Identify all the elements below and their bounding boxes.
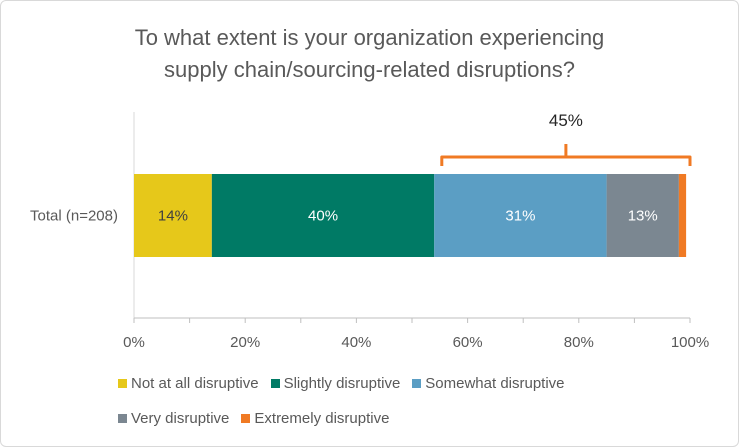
legend-label-somewhat-disruptive: Somewhat disruptive bbox=[425, 374, 565, 392]
legend-swatch-not-at-all-disruptive bbox=[118, 378, 127, 388]
legend-label-very-disruptive: Very disruptive bbox=[131, 409, 230, 427]
legend-item-not-at-all-disruptive: Not at all disruptive bbox=[118, 375, 259, 392]
x-tick-label: 100% bbox=[671, 334, 709, 351]
legend-label-not-at-all-disruptive: Not at all disruptive bbox=[131, 374, 259, 392]
legend-swatch-very-disruptive bbox=[118, 413, 127, 423]
legend-item-extremely-disruptive: Extremely disruptive bbox=[241, 410, 389, 427]
legend-swatch-somewhat-disruptive bbox=[412, 378, 422, 388]
legend-swatch-slightly-disruptive bbox=[270, 378, 280, 388]
legend-label-slightly-disruptive: Slightly disruptive bbox=[283, 374, 401, 392]
x-tick-label: 80% bbox=[564, 334, 594, 351]
data-label-not-at-all-disruptive: 14% bbox=[158, 208, 188, 225]
x-tick-label: 20% bbox=[230, 334, 260, 351]
bracket-label: 45% bbox=[549, 111, 583, 130]
data-label-very-disruptive: 13% bbox=[628, 208, 658, 225]
bar-segment-slightly-disruptive bbox=[211, 174, 435, 257]
chart-legend: Not at all disruptive Slightly disruptiv… bbox=[118, 372, 678, 442]
legend-item-very-disruptive: Very disruptive bbox=[118, 410, 229, 427]
category-label: Total (n=208) bbox=[30, 208, 118, 225]
x-tick-label: 0% bbox=[123, 334, 145, 351]
data-label-slightly-disruptive: 40% bbox=[308, 208, 338, 225]
x-tick-label: 60% bbox=[453, 334, 483, 351]
chart-title: To what extent is your organization expe… bbox=[0, 22, 739, 86]
bracket-annotation bbox=[440, 144, 692, 166]
data-label-somewhat-disruptive: 31% bbox=[505, 208, 535, 225]
legend-row-1: Not at all disruptive Slightly disruptiv… bbox=[118, 372, 678, 394]
chart-title-line-1: To what extent is your organization expe… bbox=[134, 25, 605, 50]
legend-row-2: Very disruptive Extremely disruptive bbox=[118, 407, 678, 429]
legend-swatch-extremely-disruptive bbox=[241, 413, 251, 423]
x-tick-label: 40% bbox=[341, 334, 371, 351]
legend-item-slightly-disruptive: Slightly disruptive bbox=[270, 374, 401, 392]
bar-segment-not-at-all-disruptive bbox=[134, 174, 212, 257]
chart-title-line-2: supply chain/sourcing-related disruption… bbox=[164, 57, 575, 82]
bar-segment-very-disruptive bbox=[606, 174, 679, 257]
legend-label-extremely-disruptive: Extremely disruptive bbox=[254, 409, 390, 427]
bar-segment-somewhat-disruptive bbox=[434, 174, 607, 257]
bar-segment-extremely-disruptive bbox=[678, 174, 687, 257]
legend-item-somewhat-disruptive: Somewhat disruptive bbox=[412, 374, 565, 392]
